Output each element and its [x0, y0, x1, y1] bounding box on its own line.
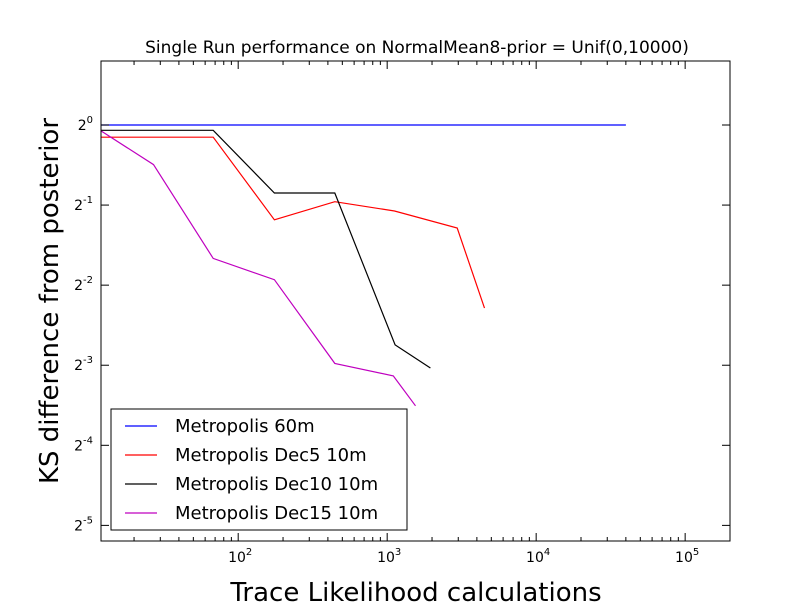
- y-tick-exponent: 0: [87, 115, 93, 126]
- y-tick-exponent: -2: [83, 275, 93, 286]
- x-tick-exponent: 3: [395, 547, 401, 558]
- y-tick-label: 2-3: [74, 355, 93, 374]
- legend-label-0: Metropolis 60m: [175, 416, 315, 437]
- y-tick-base: 2: [74, 278, 83, 294]
- y-tick-base: 2: [74, 438, 83, 454]
- y-tick-exponent: -4: [83, 435, 93, 446]
- y-tick-label: 20: [78, 115, 93, 134]
- y-tick-base: 2: [78, 118, 87, 134]
- y-tick-base: 2: [74, 518, 83, 534]
- y-axis-label: KS difference from posterior: [35, 118, 65, 484]
- legend-label-2: Metropolis Dec10 10m: [175, 474, 378, 495]
- y-tick-exponent: -5: [83, 515, 93, 526]
- y-tick-label: 2-1: [74, 195, 93, 214]
- y-tick-base: 2: [74, 198, 83, 214]
- y-tick-exponent: -1: [83, 195, 93, 206]
- x-axis-label: Trace Likelihood calculations: [229, 578, 601, 608]
- x-tick-label: 105: [675, 547, 699, 566]
- series-layer: [100, 124, 626, 407]
- plot-frame: [100, 60, 731, 542]
- x-tick-label: 103: [377, 547, 401, 566]
- series-line-2: [101, 129, 431, 369]
- x-tick-base: 10: [228, 550, 246, 566]
- x-tick-exponent: 2: [246, 547, 252, 558]
- x-tick-exponent: 5: [693, 547, 699, 558]
- chart-title: Single Run performance on NormalMean8-pr…: [145, 38, 689, 58]
- x-tick-base: 10: [675, 550, 693, 566]
- x-tick-exponent: 4: [544, 547, 550, 558]
- y-tick-exponent: -3: [83, 355, 93, 366]
- y-tick-label: 2-2: [74, 275, 93, 294]
- y-tick-label: 2-4: [74, 435, 93, 454]
- x-tick-label: 104: [526, 547, 550, 566]
- series-line-1: [101, 136, 486, 309]
- x-tick-base: 10: [377, 550, 395, 566]
- y-tick-label: 2-5: [74, 515, 93, 534]
- legend: Metropolis 60m Metropolis Dec5 10m Metropo…: [110, 408, 408, 531]
- y-axis-ticks: 202-12-22-32-42-5: [74, 115, 730, 534]
- legend-frame: [110, 408, 408, 531]
- y-tick-base: 2: [74, 358, 83, 374]
- series-line-3: [100, 130, 416, 407]
- x-tick-base: 10: [526, 550, 544, 566]
- legend-label-1: Metropolis Dec5 10m: [175, 445, 367, 466]
- x-axis-ticks: 102 103 104 105: [133, 61, 731, 566]
- x-tick-label: 102: [228, 547, 252, 566]
- legend-label-3: Metropolis Dec15 10m: [175, 503, 378, 524]
